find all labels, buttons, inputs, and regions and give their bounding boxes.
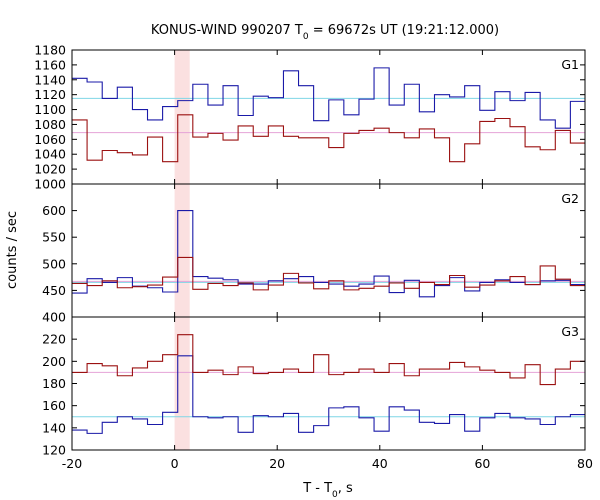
panel-g2-y-tick-label: 600 xyxy=(42,203,66,218)
chart-title-rest: = 69672s UT (19:21:12.000) xyxy=(309,23,499,38)
panel-g2-y-tick-label: 450 xyxy=(42,283,66,298)
x-tick-label: 40 xyxy=(372,456,388,471)
panel-g2-series-red xyxy=(72,256,585,291)
panel-g2-shaded-interval xyxy=(174,184,190,317)
x-tick-label: 0 xyxy=(171,456,179,471)
x-axis-title: T - T0, s xyxy=(302,481,353,500)
panel-g1-y-tick-label: 1160 xyxy=(34,57,66,72)
panel-g3-series-blue xyxy=(72,355,585,434)
panel-g3-y-tick-label: 200 xyxy=(42,354,66,369)
x-tick-label: 80 xyxy=(577,456,593,471)
panel-g3-shaded-interval xyxy=(174,317,190,450)
panel-g1-y-tick-label: 1000 xyxy=(34,177,66,192)
panels-group: 1000102010401060108011001120114011601180… xyxy=(34,43,593,472)
panel-g3-y-tick-label: 120 xyxy=(42,443,66,458)
panel-g2-y-tick-label: 500 xyxy=(42,256,66,271)
panel-g1-data xyxy=(72,67,585,163)
panel-g1-y-tick-label: 1060 xyxy=(34,132,66,147)
chart-title-main: KONUS-WIND 990207 T xyxy=(151,23,303,38)
panel-g1-series-red xyxy=(72,114,585,163)
x-axis-title-subscript: 0 xyxy=(332,490,338,500)
chart-title-subscript: 0 xyxy=(303,32,309,42)
panel-g1-y-tick-label: 1140 xyxy=(34,72,66,87)
panel-g2: 400 450 500 550 600 G2 xyxy=(42,183,586,325)
panel-g2-label: G2 xyxy=(561,191,579,206)
panel-g2-y-tick-label: 550 xyxy=(42,230,66,245)
x-tick-label: -20 xyxy=(62,456,82,471)
x-tick-label: 60 xyxy=(474,456,490,471)
panel-g3-label: G3 xyxy=(561,324,579,339)
panel-g3-y-tick-label: 140 xyxy=(42,420,66,435)
panel-g1-label: G1 xyxy=(561,57,579,72)
panel-g3-frame xyxy=(71,316,586,451)
panel-g3-y-tick-label: 180 xyxy=(42,376,66,391)
panel-g1-y-tick-label: 1120 xyxy=(34,87,66,102)
x-tick-label: 20 xyxy=(269,456,285,471)
panel-g1-shaded-interval xyxy=(174,50,190,184)
panel-g2-y-tick-label: 400 xyxy=(42,310,66,325)
panel-g3-y-tick-label: 160 xyxy=(42,398,66,413)
panel-g1-series-blue xyxy=(72,67,585,129)
x-axis-title-main: T - T xyxy=(302,481,332,496)
panel-g1-y-tick-label: 1180 xyxy=(34,43,66,58)
y-axis-title: counts / sec xyxy=(5,211,20,289)
panel-g2-frame xyxy=(71,183,586,318)
panel-g3-data xyxy=(72,334,585,434)
panel-g1-y-tick-label: 1040 xyxy=(34,147,66,162)
panel-g1-y-tick-label: 1080 xyxy=(34,117,66,132)
panel-g1: 1000102010401060108011001120114011601180… xyxy=(34,43,586,192)
panel-g3-y-tick-label: 220 xyxy=(42,332,66,347)
panel-g3-series-red xyxy=(72,334,585,386)
x-axis-title-rest: , s xyxy=(338,481,353,496)
panel-g1-y-tick-label: 1020 xyxy=(34,162,66,177)
panel-g3: 120 140 160 180 200 220 G3 xyxy=(42,316,586,458)
panel-g1-y-tick-label: 1100 xyxy=(34,102,66,117)
panel-g2-data xyxy=(72,210,585,298)
chart-title: KONUS-WIND 990207 T0 = 69672s UT (19:21:… xyxy=(151,23,499,42)
